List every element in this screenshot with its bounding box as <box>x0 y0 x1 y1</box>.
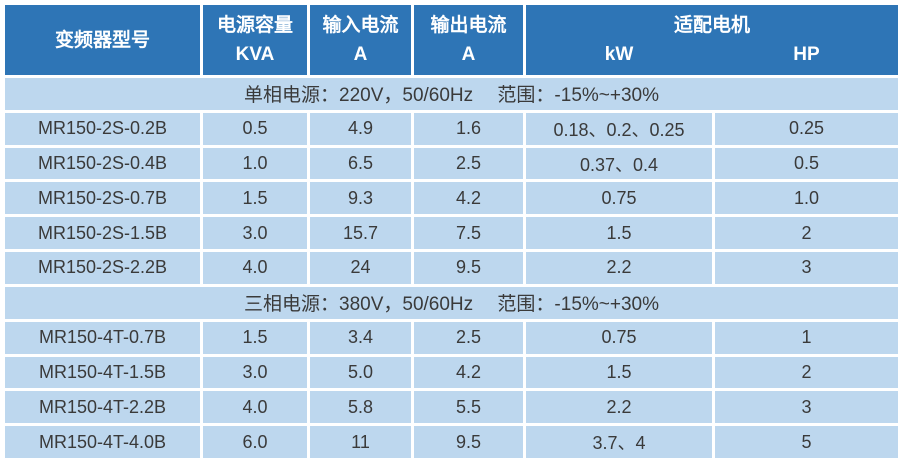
cell-hp: 1 <box>715 321 898 354</box>
cell-kw: 0.37、0.4 <box>526 147 712 180</box>
cell-input-a: 9.3 <box>310 182 411 215</box>
cell-input-a: 4.9 <box>310 112 411 145</box>
cell-model: MR150-2S-0.7B <box>5 182 200 215</box>
cell-hp: 2 <box>715 356 898 389</box>
cell-output-a: 9.5 <box>414 252 523 284</box>
cell-input-a: 5.0 <box>310 356 411 389</box>
section-row-three-phase: 三相电源：380V，50/60Hz 范围：-15%~+30% <box>5 286 898 319</box>
cell-kva: 1.5 <box>203 182 307 215</box>
cell-input-a: 24 <box>310 252 411 284</box>
cell-kw: 0.75 <box>526 321 712 354</box>
cell-model: MR150-4T-4.0B <box>5 426 200 458</box>
col-header-output-current: 输出电流 A <box>414 5 523 75</box>
col-header-motor-group: 适配电机 kW HP <box>526 5 898 75</box>
cell-kw: 0.75 <box>526 182 712 215</box>
cell-hp: 0.25 <box>715 112 898 145</box>
cell-hp: 1.0 <box>715 182 898 215</box>
cell-kw: 2.2 <box>526 252 712 284</box>
cell-model: MR150-2S-0.2B <box>5 112 200 145</box>
cell-model: MR150-4T-1.5B <box>5 356 200 389</box>
col-header-input-current: 输入电流 A <box>310 5 411 75</box>
col-header-model-label: 变频器型号 <box>54 29 150 51</box>
cell-model: MR150-2S-2.2B <box>5 252 200 284</box>
cell-model: MR150-4T-2.2B <box>5 391 200 424</box>
col-header-motor-hp: HP <box>793 44 820 65</box>
cell-hp: 3 <box>715 391 898 424</box>
cell-output-a: 4.2 <box>414 356 523 389</box>
col-header-capacity: 电源容量 KVA <box>203 5 307 75</box>
cell-kw: 0.18、0.2、0.25 <box>526 112 712 145</box>
cell-model: MR150-2S-1.5B <box>5 217 200 250</box>
col-header-motor-kw: kW <box>604 44 634 65</box>
cell-kva: 1.0 <box>203 147 307 180</box>
col-header-output-unit: A <box>461 44 476 65</box>
cell-input-a: 6.5 <box>310 147 411 180</box>
cell-hp: 2 <box>715 217 898 250</box>
col-header-model: 变频器型号 <box>5 5 200 75</box>
cell-kva: 3.0 <box>203 217 307 250</box>
cell-kw: 3.7、4 <box>526 426 712 458</box>
col-header-capacity-unit: KVA <box>235 44 275 65</box>
cell-model: MR150-2S-0.4B <box>5 147 200 180</box>
cell-input-a: 3.4 <box>310 321 411 354</box>
cell-hp: 3 <box>715 252 898 284</box>
cell-output-a: 2.5 <box>414 321 523 354</box>
col-header-motor-subcolumns: kW HP <box>526 40 898 69</box>
inverter-spec-table: 变频器型号 电源容量 KVA 输入电流 A 输出电流 A 适配电机 kW HP … <box>5 5 898 458</box>
col-header-input-line1: 输入电流 <box>322 15 399 36</box>
col-header-input-unit: A <box>353 44 368 65</box>
cell-kva: 1.5 <box>203 321 307 354</box>
cell-input-a: 5.8 <box>310 391 411 424</box>
cell-model: MR150-4T-0.7B <box>5 321 200 354</box>
cell-input-a: 11 <box>310 426 411 458</box>
cell-hp: 5 <box>715 426 898 458</box>
cell-kw: 1.5 <box>526 356 712 389</box>
cell-output-a: 2.5 <box>414 147 523 180</box>
cell-output-a: 5.5 <box>414 391 523 424</box>
cell-kva: 4.0 <box>203 391 307 424</box>
cell-hp: 0.5 <box>715 147 898 180</box>
cell-kw: 1.5 <box>526 217 712 250</box>
cell-input-a: 15.7 <box>310 217 411 250</box>
cell-kva: 0.5 <box>203 112 307 145</box>
cell-kw: 2.2 <box>526 391 712 424</box>
col-header-capacity-line1: 电源容量 <box>216 15 293 36</box>
cell-output-a: 7.5 <box>414 217 523 250</box>
section-row-single-phase: 单相电源：220V，50/60Hz 范围：-15%~+30% <box>5 78 898 110</box>
cell-output-a: 9.5 <box>414 426 523 458</box>
cell-output-a: 1.6 <box>414 112 523 145</box>
col-header-output-line1: 输出电流 <box>430 15 507 36</box>
cell-kva: 4.0 <box>203 252 307 284</box>
col-header-motor-label: 适配电机 <box>673 15 750 36</box>
cell-output-a: 4.2 <box>414 182 523 215</box>
cell-kva: 3.0 <box>203 356 307 389</box>
cell-kva: 6.0 <box>203 426 307 458</box>
